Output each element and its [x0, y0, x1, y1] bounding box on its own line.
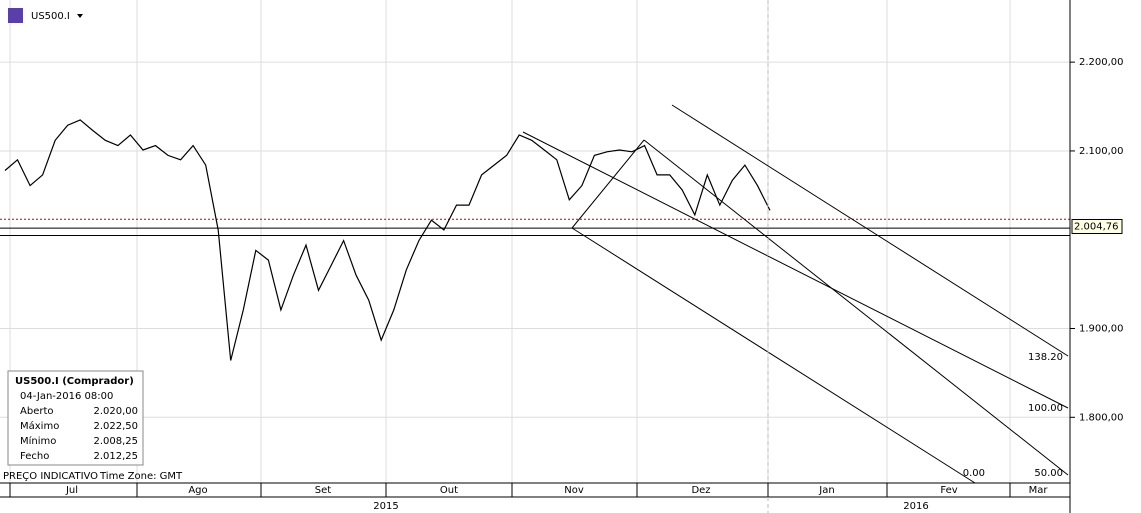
x-tick-label: Ago: [188, 485, 207, 496]
pitchfork: [522, 104, 1069, 484]
fib-label: 50.00: [1034, 468, 1063, 479]
year-label: 2016: [903, 501, 928, 512]
info-title: US500.I (Comprador): [15, 376, 134, 387]
year-label: 2015: [373, 501, 398, 512]
info-label: Fecho: [20, 451, 49, 462]
y-tick-label: 2.200,00: [1079, 57, 1124, 68]
x-tick-label: Jan: [818, 485, 834, 496]
x-tick-label: Set: [315, 485, 332, 496]
y-tick-label: 2.100,00: [1079, 146, 1124, 157]
info-date: 04-Jan-2016 08:00: [20, 391, 113, 402]
price-line: [4, 119, 771, 361]
info-label: Máximo: [20, 420, 59, 432]
price-box-label: 2.004,76: [1074, 221, 1119, 232]
x-tick-label: Jul: [65, 485, 78, 496]
x-tick-label: Mar: [1029, 485, 1049, 496]
info-box: [7, 370, 144, 466]
info-value: 2.008,25: [93, 436, 138, 447]
x-tick-label: Fev: [940, 485, 957, 496]
info-label: Aberto: [20, 406, 54, 417]
fib-label: 0.00: [963, 468, 985, 479]
info-value: 2.012,25: [93, 451, 138, 462]
fib-label: 100.00: [1028, 403, 1063, 414]
x-tick-label: Nov: [564, 485, 584, 496]
info-value: 2.022,50: [93, 421, 138, 432]
x-tick-label: Out: [440, 485, 458, 496]
y-tick-label: 1.800,00: [1079, 412, 1124, 423]
y-tick-label: 1.900,00: [1079, 324, 1124, 335]
symbol-icon: [8, 8, 23, 23]
info-label: Mínimo: [20, 435, 56, 447]
x-tick-label: Dez: [691, 485, 710, 496]
dropdown-arrow[interactable]: [77, 14, 83, 18]
info-value: 2.020,00: [93, 406, 138, 417]
symbol[interactable]: US500.I: [31, 11, 70, 22]
footer-note: PREÇO INDICATIVO: [3, 471, 98, 482]
fib-label: 138.20: [1028, 352, 1063, 363]
price-box: [1071, 218, 1123, 234]
footer-note: Time Zone: GMT: [99, 471, 183, 482]
